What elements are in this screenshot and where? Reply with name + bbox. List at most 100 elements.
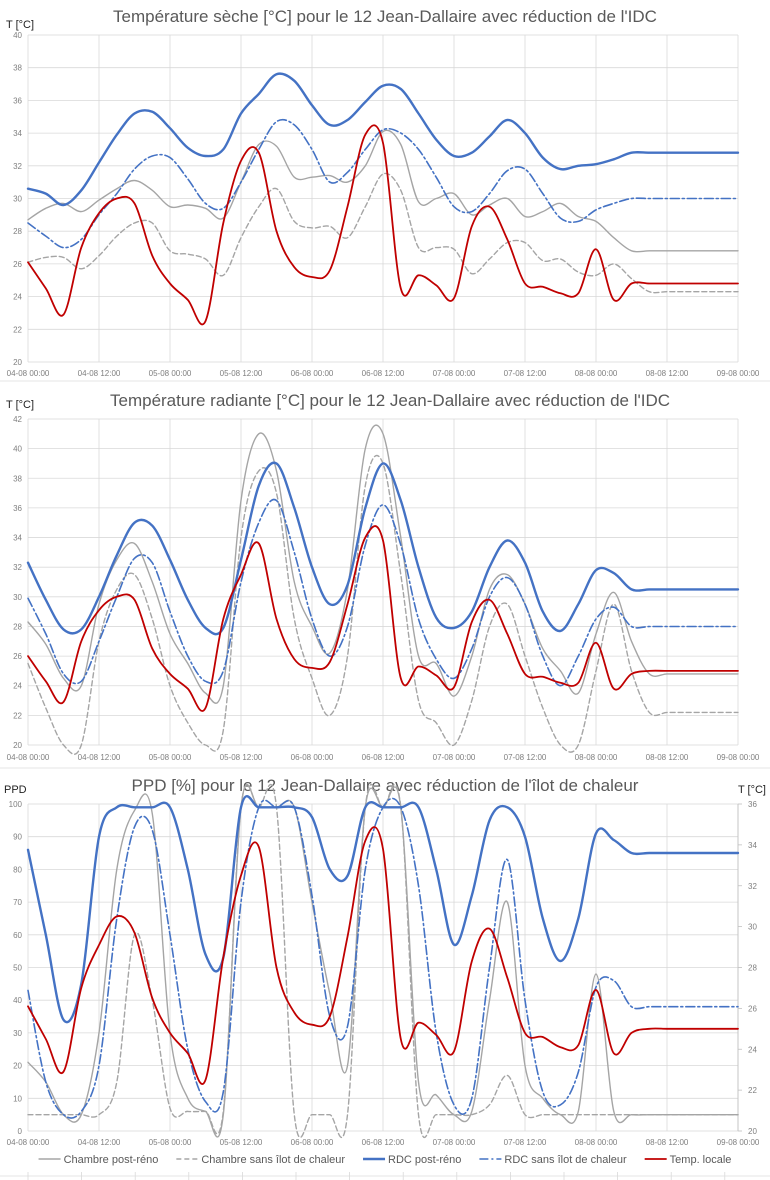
- x-tick-label: 08-08 00:00: [575, 753, 618, 762]
- gridlines: [27, 418, 739, 746]
- gridlines: [27, 34, 739, 363]
- y-tick-label: 24: [13, 293, 22, 302]
- x-tick-label: 07-08 00:00: [433, 369, 476, 378]
- x-tick-labels: 04-08 00:00 04-08 12:00 05-08 00:00 05-08 1…: [7, 1138, 760, 1147]
- y-tick-labels: 0 10 20 30 40 50 60 70 80 90 100: [9, 800, 23, 1136]
- x-tick-labels: 04-08 00:00 04-08 12:00 05-08 00:00 05-08 1…: [7, 753, 760, 762]
- y-tick-label-right: 32: [748, 882, 757, 891]
- y-tick-label-right: 26: [748, 1004, 757, 1013]
- y-tick-label: 90: [13, 833, 22, 842]
- chart-radiant-temperature: Température radiante [°C] pour le 12 Jea…: [6, 391, 760, 762]
- y-tick-label: 38: [13, 474, 22, 483]
- y-tick-label: 40: [13, 31, 22, 40]
- x-tick-label: 09-08 00:00: [717, 753, 760, 762]
- y-tick-label: 32: [13, 563, 22, 572]
- y-tick-label: 42: [13, 415, 22, 424]
- y-tick-label: 20: [13, 358, 22, 367]
- x-tick-label: 04-08 00:00: [7, 1138, 50, 1147]
- y-tick-label: 20: [13, 741, 22, 750]
- y-axis-label: T [°C]: [6, 19, 34, 31]
- y-tick-label: 30: [13, 593, 22, 602]
- x-tick-label: 05-08 12:00: [220, 753, 263, 762]
- y-axis-label: T [°C]: [6, 399, 34, 411]
- gridlines: [27, 803, 739, 1132]
- legend-label: Chambre post-réno: [64, 1154, 159, 1166]
- y-tick-label: 24: [13, 682, 22, 691]
- x-tick-label: 06-08 00:00: [291, 369, 334, 378]
- y-tick-labels-right: 20 22 24 26 28 30 32 34 36: [737, 800, 757, 1136]
- legend-item: Chambre sans îlot de chaleur: [176, 1154, 345, 1166]
- x-tick-label: 06-08 12:00: [362, 369, 405, 378]
- series-line-chambre-sans-lot-de-chaleur: [27, 172, 739, 294]
- x-tick-label: 07-08 12:00: [504, 753, 547, 762]
- x-tick-label: 05-08 00:00: [149, 369, 192, 378]
- y-tick-label: 50: [13, 964, 22, 973]
- x-tick-label: 06-08 12:00: [362, 1138, 405, 1147]
- x-tick-label: 04-08 12:00: [78, 369, 121, 378]
- x-tick-labels: 04-08 00:00 04-08 12:00 05-08 00:00 05-08 1…: [7, 369, 760, 378]
- y-axis-label-right: T [°C]: [738, 784, 766, 796]
- series-line-rdc-sans-lot-de-chaleur: [27, 498, 739, 687]
- series-line-chambre-sans-lot-de-chaleur: [27, 783, 739, 1139]
- legend-label: Chambre sans îlot de chaleur: [201, 1154, 345, 1166]
- y-tick-label: 22: [13, 711, 22, 720]
- legend-label: RDC sans îlot de chaleur: [504, 1154, 627, 1166]
- x-tick-label: 06-08 00:00: [291, 753, 334, 762]
- chart-title: PPD [%] pour le 12 Jean-Dallaire avec ré…: [132, 776, 639, 795]
- x-tick-label: 06-08 12:00: [362, 753, 405, 762]
- y-tick-label: 40: [13, 996, 22, 1005]
- x-tick-label: 07-08 12:00: [504, 369, 547, 378]
- series-line-rdc-post-r-no: [26, 795, 740, 1024]
- y-tick-label: 20: [13, 1062, 22, 1071]
- y-tick-label: 26: [13, 652, 22, 661]
- bottom-tick-marks: [27, 1172, 726, 1180]
- series-line-chambre-post-r-no: [27, 424, 739, 704]
- series-line-rdc-sans-lot-de-chaleur: [27, 797, 739, 1119]
- y-tick-label-right: 24: [748, 1045, 757, 1054]
- y-tick-label: 0: [18, 1127, 23, 1136]
- y-tick-label: 38: [13, 64, 22, 73]
- x-tick-label: 05-08 12:00: [220, 369, 263, 378]
- y-tick-label-right: 34: [748, 841, 757, 850]
- x-tick-label: 08-08 00:00: [575, 1138, 618, 1147]
- x-tick-label: 07-08 12:00: [504, 1138, 547, 1147]
- x-tick-label: 08-08 00:00: [575, 369, 618, 378]
- legend-item: Chambre post-réno: [38, 1154, 159, 1166]
- y-tick-label: 30: [13, 195, 22, 204]
- y-tick-label: 34: [13, 534, 22, 543]
- x-tick-label: 08-08 12:00: [646, 753, 689, 762]
- x-tick-label: 05-08 00:00: [149, 1138, 192, 1147]
- y-tick-label: 60: [13, 931, 22, 940]
- y-tick-label: 80: [13, 865, 22, 874]
- y-tick-labels: 20 22 24 26 28 30 32 34 36 38 40 42: [13, 415, 22, 750]
- x-tick-label: 08-08 12:00: [646, 369, 689, 378]
- x-tick-label: 04-08 12:00: [78, 1138, 121, 1147]
- chart-dry-temperature: Température sèche [°C] pour le 12 Jean-D…: [6, 7, 760, 378]
- series-lines: [26, 783, 740, 1139]
- series-line-temp-locale: [27, 124, 739, 326]
- legend-item: RDC sans îlot de chaleur: [479, 1154, 627, 1166]
- series-lines: [26, 72, 740, 326]
- y-tick-label-right: 22: [748, 1086, 757, 1095]
- y-axis-label-left: PPD: [4, 784, 27, 796]
- y-tick-label: 40: [13, 445, 22, 454]
- x-tick-label: 07-08 00:00: [433, 753, 476, 762]
- y-tick-label: 34: [13, 129, 22, 138]
- y-tick-label: 22: [13, 325, 22, 334]
- series-line-rdc-post-r-no: [26, 72, 740, 207]
- y-tick-label-right: 30: [748, 923, 757, 932]
- y-tick-label: 26: [13, 260, 22, 269]
- legend-item: RDC post-réno: [363, 1154, 461, 1166]
- x-tick-label: 08-08 12:00: [646, 1138, 689, 1147]
- series-line-temp-locale: [27, 525, 739, 712]
- y-tick-labels: 20 22 24 26 28 30 32 34 36 38 40: [13, 31, 22, 367]
- x-tick-label: 06-08 00:00: [291, 1138, 334, 1147]
- x-tick-label: 09-08 00:00: [717, 369, 760, 378]
- y-tick-label: 100: [9, 800, 23, 809]
- legend-label: Temp. locale: [670, 1154, 732, 1166]
- x-tick-label: 05-08 00:00: [149, 753, 192, 762]
- y-tick-label: 10: [13, 1094, 22, 1103]
- y-tick-label: 36: [13, 96, 22, 105]
- legend: Chambre post-réno Chambre sans îlot de ch…: [38, 1154, 732, 1166]
